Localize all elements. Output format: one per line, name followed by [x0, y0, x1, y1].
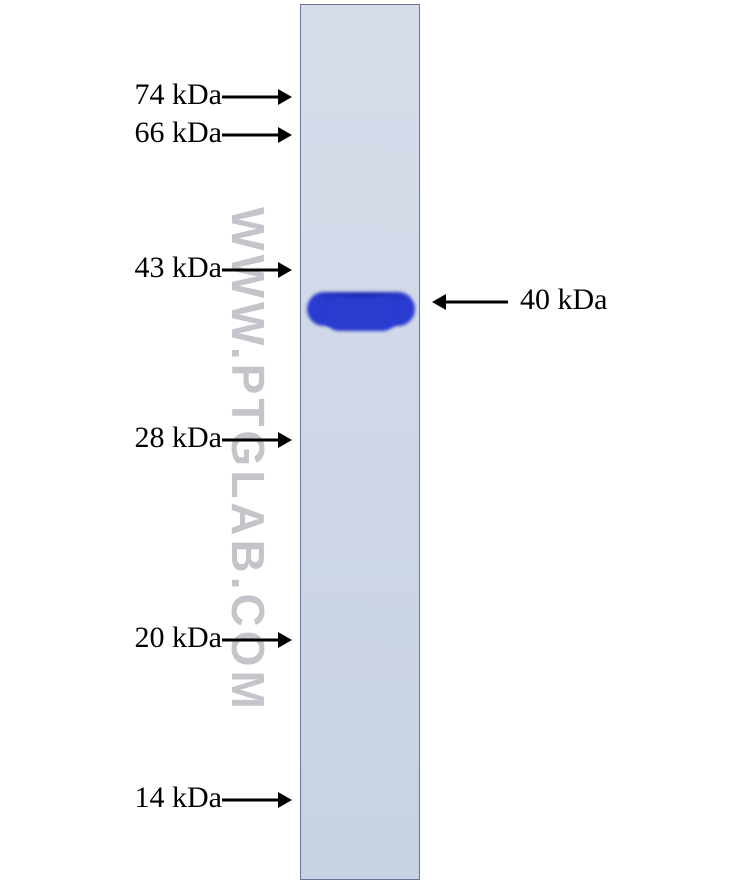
marker-label: 74 kDa [135, 78, 222, 112]
marker-label: 14 kDa [135, 781, 222, 815]
marker-label: 28 kDa [135, 421, 222, 455]
marker-label: 66 kDa [135, 116, 222, 150]
protein-band-shadow [323, 297, 399, 331]
marker-label: 20 kDa [135, 621, 222, 655]
marker-label: 43 kDa [135, 251, 222, 285]
watermark: WWW.PTGLAB.COM [221, 207, 275, 713]
sample-label: 40 kDa [520, 283, 607, 317]
gel-lane [300, 4, 420, 880]
gel-figure: WWW.PTGLAB.COM 74 kDa 66 kDa 43 kDa 28 kDa 20… [0, 0, 740, 886]
